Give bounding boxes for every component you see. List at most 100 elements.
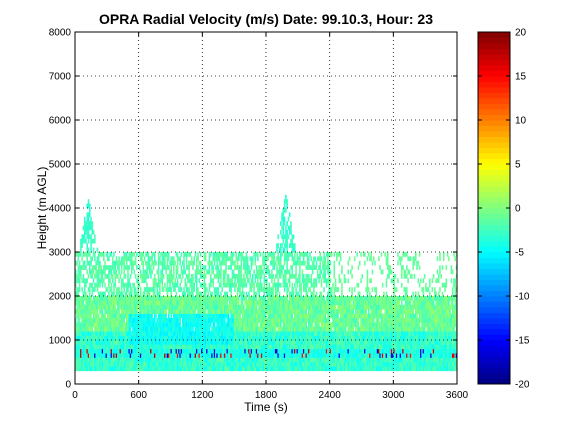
heatmap-cell bbox=[113, 340, 115, 345]
heatmap-cell bbox=[249, 256, 252, 262]
heatmap-cell bbox=[221, 326, 223, 332]
heatmap-cell bbox=[211, 291, 213, 297]
heatmap-cell bbox=[127, 362, 129, 367]
heatmap-cell bbox=[125, 326, 128, 332]
heatmap-cell bbox=[92, 331, 95, 336]
heatmap-cell bbox=[308, 362, 310, 367]
heatmap-cell bbox=[164, 348, 166, 354]
heatmap-cell bbox=[100, 274, 103, 279]
heatmap-cell bbox=[318, 318, 320, 323]
heatmap-cell bbox=[220, 313, 222, 319]
heatmap-cell bbox=[346, 335, 348, 341]
heatmap-cell bbox=[117, 348, 119, 354]
heatmap-cell bbox=[136, 326, 138, 332]
heatmap-cell bbox=[108, 318, 110, 323]
heatmap-cell bbox=[218, 357, 221, 363]
heatmap-cell bbox=[314, 256, 316, 262]
heatmap-cell bbox=[100, 252, 103, 257]
heatmap-cell bbox=[227, 322, 230, 328]
heatmap-cell bbox=[254, 366, 257, 372]
heatmap-cell bbox=[336, 300, 338, 306]
heatmap-cell bbox=[319, 309, 322, 314]
heatmap-cell bbox=[235, 366, 238, 372]
heatmap-cell bbox=[271, 260, 273, 266]
heatmap-cell bbox=[171, 357, 174, 363]
heatmap-cell bbox=[150, 296, 152, 301]
heatmap-cell bbox=[78, 265, 81, 270]
heatmap-cell bbox=[90, 300, 92, 306]
heatmap-cell bbox=[127, 335, 129, 341]
heatmap-cell bbox=[302, 340, 305, 345]
heatmap-cell bbox=[291, 282, 294, 288]
heatmap-cell bbox=[240, 357, 243, 363]
heatmap-cell bbox=[341, 313, 343, 319]
heatmap-cell bbox=[292, 366, 295, 372]
heatmap-cell bbox=[132, 282, 134, 288]
heatmap-cell bbox=[235, 318, 238, 323]
heatmap-cell bbox=[151, 300, 153, 306]
heatmap-cell bbox=[97, 322, 100, 328]
heatmap-cell bbox=[231, 296, 234, 301]
heatmap-cell bbox=[106, 322, 109, 328]
heatmap-cell bbox=[82, 344, 85, 350]
heatmap-cell bbox=[257, 287, 259, 292]
heatmap-cell bbox=[299, 300, 301, 306]
heatmap-cell bbox=[92, 265, 95, 270]
heatmap-cell bbox=[325, 282, 328, 288]
heatmap-cell bbox=[231, 348, 234, 354]
heatmap-cell bbox=[92, 238, 95, 244]
heatmap-cell bbox=[122, 322, 124, 328]
heatmap-cell bbox=[132, 318, 134, 323]
heatmap-cell bbox=[294, 353, 296, 358]
heatmap-cell bbox=[271, 252, 273, 257]
heatmap-cell bbox=[162, 340, 165, 345]
heatmap-cell bbox=[283, 304, 286, 310]
heatmap-cell bbox=[106, 300, 109, 306]
heatmap-cell bbox=[306, 296, 309, 301]
heatmap-cell bbox=[183, 353, 185, 358]
heatmap-cell bbox=[164, 256, 166, 262]
heatmap-cell bbox=[77, 291, 80, 297]
heatmap-cell bbox=[251, 357, 254, 363]
heatmap-cell bbox=[78, 366, 81, 372]
heatmap-cell bbox=[89, 357, 91, 363]
heatmap-cell bbox=[237, 300, 240, 306]
heatmap-cell bbox=[77, 331, 80, 336]
heatmap-cell bbox=[213, 291, 216, 297]
heatmap-cell bbox=[85, 340, 87, 345]
heatmap-cell bbox=[248, 331, 250, 336]
heatmap-cell bbox=[297, 309, 300, 314]
heatmap-cell bbox=[338, 296, 341, 301]
heatmap-cell bbox=[77, 344, 80, 350]
heatmap-cell bbox=[188, 348, 190, 354]
heatmap-cell bbox=[223, 340, 226, 345]
heatmap-cell bbox=[342, 340, 344, 345]
heatmap-cell bbox=[327, 265, 329, 270]
heatmap-cell bbox=[78, 309, 81, 314]
heatmap-cell bbox=[120, 326, 123, 332]
heatmap-cell bbox=[152, 296, 155, 301]
heatmap-cell bbox=[169, 335, 171, 341]
heatmap-cell bbox=[137, 274, 139, 279]
heatmap-cell bbox=[110, 344, 113, 350]
heatmap-cell bbox=[254, 344, 257, 350]
heatmap-cell bbox=[260, 353, 263, 358]
heatmap-cell bbox=[278, 348, 281, 354]
heatmap-cell bbox=[211, 318, 213, 323]
heatmap-cell bbox=[322, 340, 324, 345]
heatmap-cell bbox=[246, 357, 249, 363]
heatmap-cell bbox=[80, 335, 82, 341]
heatmap-cell bbox=[171, 309, 174, 314]
heatmap-cell bbox=[97, 348, 100, 354]
heatmap-cell bbox=[267, 353, 269, 358]
heatmap-cell bbox=[328, 252, 330, 257]
heatmap-cell bbox=[129, 260, 132, 266]
heatmap-cell bbox=[173, 296, 175, 301]
heatmap-cell bbox=[297, 348, 300, 354]
heatmap-cell bbox=[75, 362, 77, 367]
heatmap-cell bbox=[295, 313, 297, 319]
heatmap-cell bbox=[180, 362, 183, 367]
heatmap-cell bbox=[273, 331, 276, 336]
heatmap-cell bbox=[85, 362, 87, 367]
heatmap-cell bbox=[213, 331, 216, 336]
